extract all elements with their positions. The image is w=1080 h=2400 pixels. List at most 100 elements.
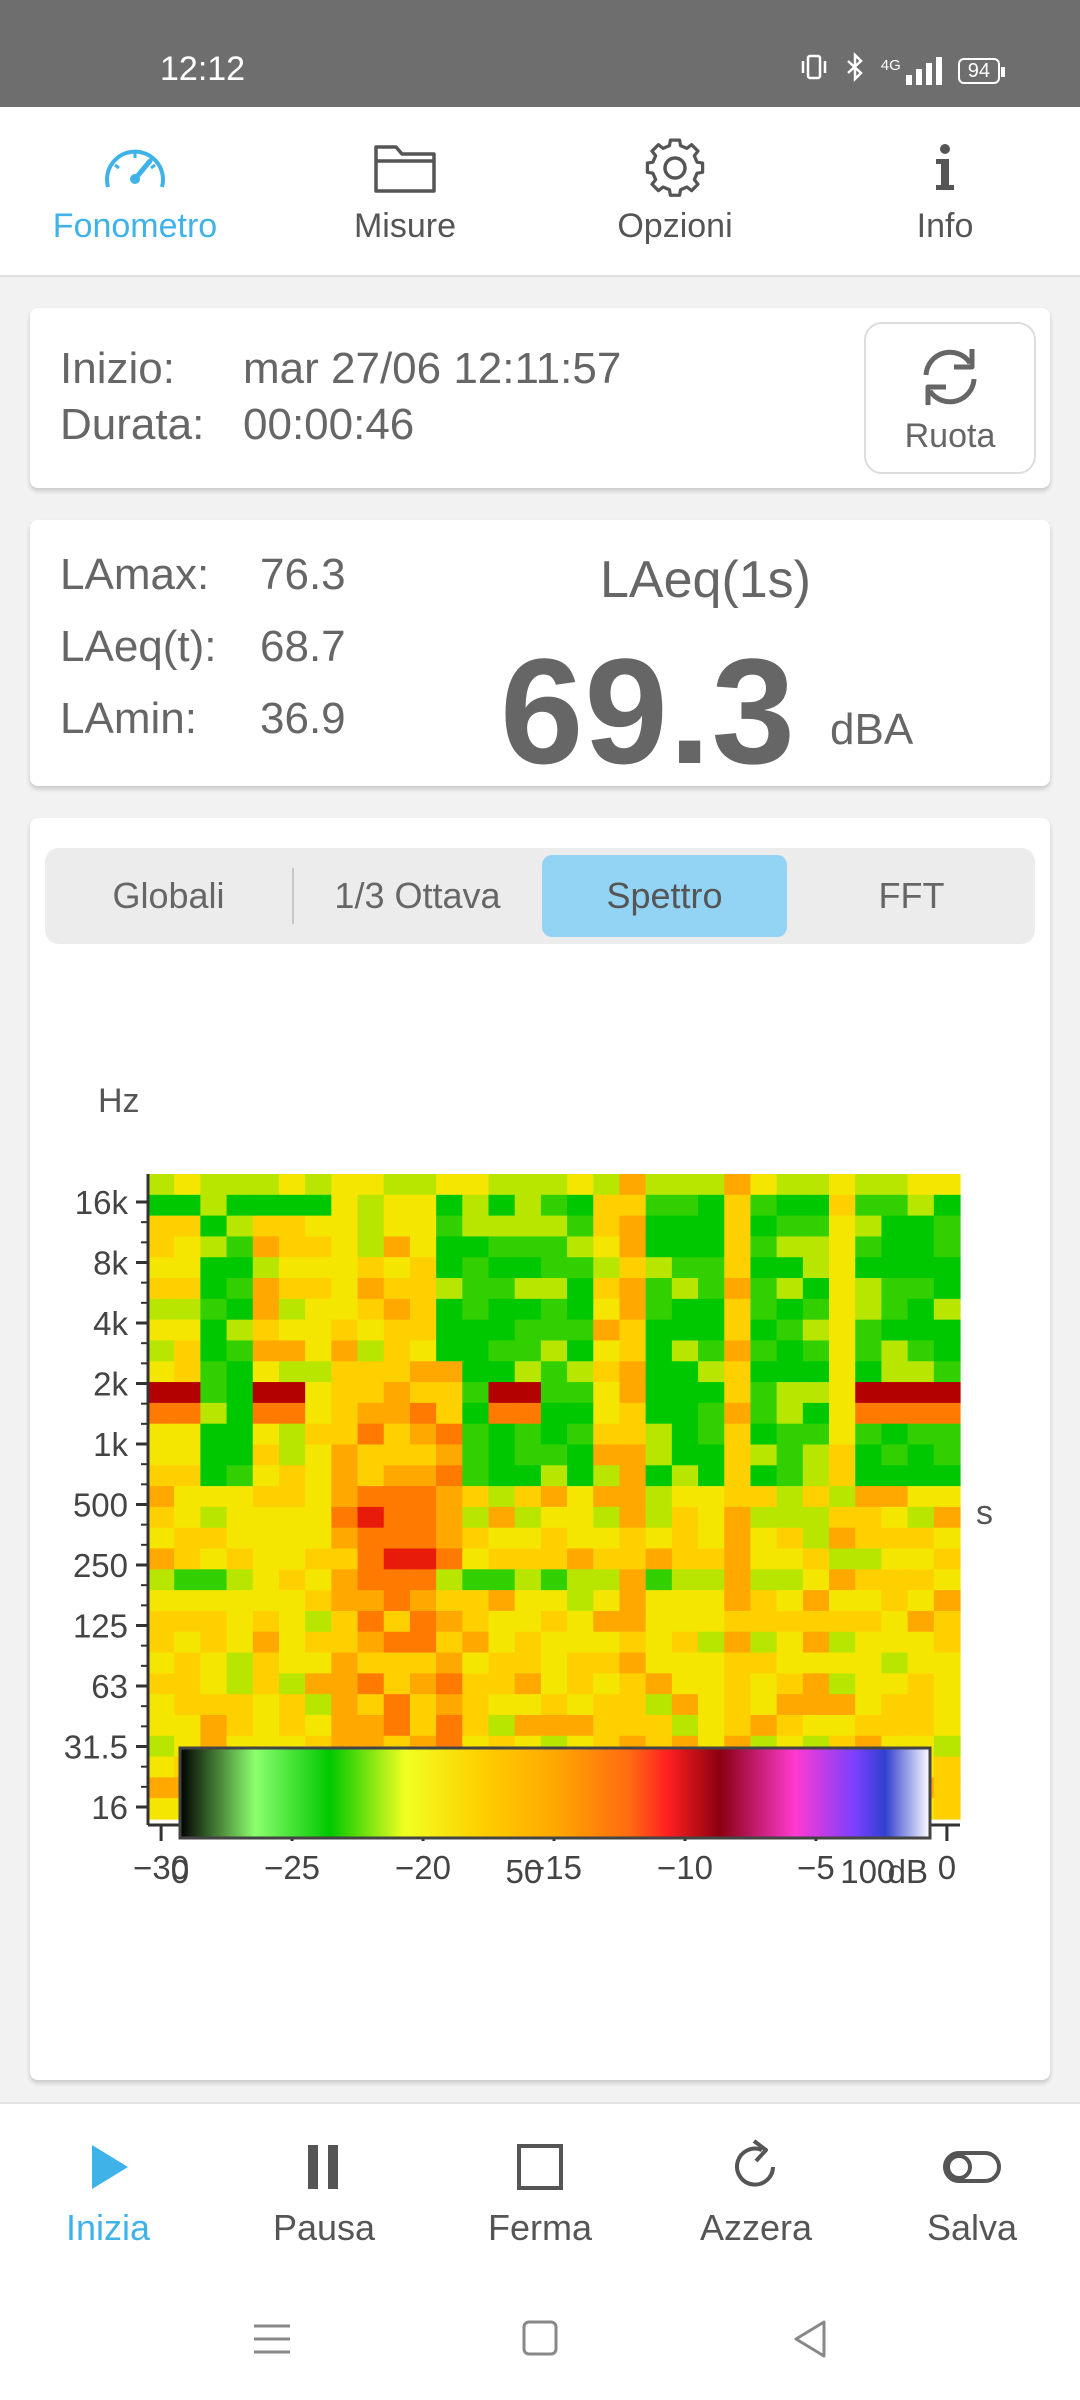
- heatmap-cell: [593, 1694, 621, 1716]
- heatmap-cell: [645, 1444, 673, 1466]
- tab-info[interactable]: Info: [810, 107, 1080, 275]
- heatmap-cell: [148, 1465, 175, 1487]
- heatmap-cell: [174, 1527, 201, 1550]
- heatmap-cell: [776, 1257, 804, 1279]
- tab-opzioni[interactable]: Opzioni: [540, 107, 810, 275]
- heatmap-cell: [724, 1527, 752, 1550]
- heatmap-cell: [750, 1340, 778, 1362]
- heatmap-cell: [724, 1257, 752, 1279]
- heatmap-cell: [462, 1610, 490, 1633]
- heatmap-cell: [462, 1506, 490, 1529]
- rotate-icon: [923, 348, 977, 405]
- heatmap-cell: [383, 1361, 411, 1383]
- back-icon[interactable]: [788, 2314, 832, 2364]
- colorbar-tick-label: 50: [506, 1853, 543, 1890]
- heatmap-cell: [671, 1444, 699, 1466]
- tab-fonometro[interactable]: Fonometro: [0, 107, 270, 275]
- heatmap-cell: [174, 1569, 201, 1591]
- heatmap-cell: [540, 1423, 568, 1446]
- heatmap-cell: [776, 1361, 804, 1383]
- heatmap-cell: [671, 1694, 699, 1716]
- home-icon[interactable]: [518, 2314, 562, 2364]
- heatmap-cell: [278, 1402, 306, 1425]
- heatmap-cell: [907, 1340, 935, 1362]
- heatmap-cell: [488, 1569, 516, 1591]
- heatmap-cell: [933, 1652, 961, 1674]
- rotate-button[interactable]: Ruota: [864, 322, 1036, 474]
- heatmap-cell: [462, 1548, 490, 1570]
- heatmap-cell: [383, 1257, 411, 1279]
- heatmap-cell: [357, 1590, 385, 1612]
- heatmap-cell: [252, 1631, 280, 1654]
- heatmap-cell: [855, 1444, 883, 1466]
- heatmap-cell: [567, 1319, 594, 1342]
- info-icon: [936, 143, 954, 190]
- tab-misure[interactable]: Misure: [270, 107, 540, 275]
- heatmap-cell: [881, 1361, 909, 1383]
- heatmap-cell: [671, 1610, 699, 1633]
- save-toggle-button[interactable]: Salva: [864, 2104, 1080, 2282]
- heatmap-cell: [514, 1486, 542, 1508]
- heatmap-cell: [750, 1444, 778, 1466]
- heatmap-cell: [698, 1194, 725, 1217]
- heatmap-cell: [488, 1548, 516, 1570]
- heatmap-cell: [148, 1735, 175, 1758]
- heatmap-cell: [645, 1590, 673, 1612]
- colorbar-tick-label: 0: [171, 1853, 189, 1890]
- heatmap-cell: [226, 1423, 254, 1446]
- stop-button[interactable]: Ferma: [432, 2104, 648, 2282]
- heatmap-cell: [174, 1423, 201, 1446]
- heatmap-cell: [148, 1652, 175, 1674]
- heatmap-cell: [148, 1194, 175, 1217]
- heatmap-cell: [148, 1714, 175, 1737]
- heatmap-cell: [278, 1361, 306, 1383]
- heatmap-cell: [252, 1506, 280, 1529]
- heatmap-cell: [881, 1610, 909, 1633]
- start-label: Inizio:: [60, 344, 175, 393]
- heatmap-cell: [645, 1257, 673, 1279]
- heatmap-cell: [305, 1236, 332, 1258]
- heatmap-cell: [855, 1569, 883, 1591]
- heatmap-cell: [750, 1527, 778, 1550]
- heatmap-cell: [226, 1631, 254, 1654]
- segment-globali[interactable]: Globali: [112, 875, 225, 916]
- heatmap-cell: [855, 1673, 883, 1695]
- heatmap-cell: [278, 1423, 306, 1446]
- segment-terzi-ottava[interactable]: 1/3 Ottava: [334, 875, 501, 916]
- heatmap-cell: [776, 1236, 804, 1258]
- heatmap-cell: [278, 1506, 306, 1529]
- reset-label: Azzera: [699, 2207, 813, 2248]
- heatmap-cell: [252, 1694, 280, 1716]
- pause-button[interactable]: Pausa: [216, 2104, 432, 2282]
- heatmap-cell: [200, 1631, 228, 1654]
- heatmap-cell: [933, 1486, 961, 1508]
- menu-icon[interactable]: [250, 2314, 294, 2364]
- heatmap-cell: [698, 1673, 725, 1695]
- heatmap-cell: [331, 1215, 359, 1238]
- segment-fft[interactable]: FFT: [878, 875, 945, 916]
- heatmap-cell: [907, 1610, 935, 1633]
- heatmap-cell: [776, 1714, 804, 1737]
- heatmap-cell: [278, 1257, 306, 1279]
- heatmap-cell: [619, 1694, 647, 1716]
- heatmap-cell: [855, 1652, 883, 1674]
- heatmap-cell: [488, 1361, 516, 1383]
- heatmap-cell: [148, 1215, 175, 1238]
- heatmap-cell: [698, 1486, 725, 1508]
- heatmap-cell: [750, 1361, 778, 1383]
- heatmap-cell: [514, 1714, 542, 1737]
- heatmap-cell: [724, 1714, 752, 1737]
- heatmap-cell: [540, 1278, 568, 1300]
- heatmap-cell: [933, 1402, 961, 1425]
- heatmap-cell: [226, 1298, 254, 1321]
- start-button[interactable]: Inizia: [0, 2104, 216, 2282]
- reset-button[interactable]: Azzera: [648, 2104, 864, 2282]
- heatmap-cell: [514, 1527, 542, 1550]
- heatmap-cell: [802, 1194, 830, 1217]
- heatmap-cell: [907, 1319, 935, 1342]
- heatmap-cell: [802, 1257, 830, 1279]
- heatmap-cell: [305, 1194, 332, 1217]
- heatmap-cell: [409, 1673, 437, 1695]
- heatmap-cell: [514, 1465, 542, 1487]
- segment-spettro[interactable]: Spettro: [541, 855, 787, 937]
